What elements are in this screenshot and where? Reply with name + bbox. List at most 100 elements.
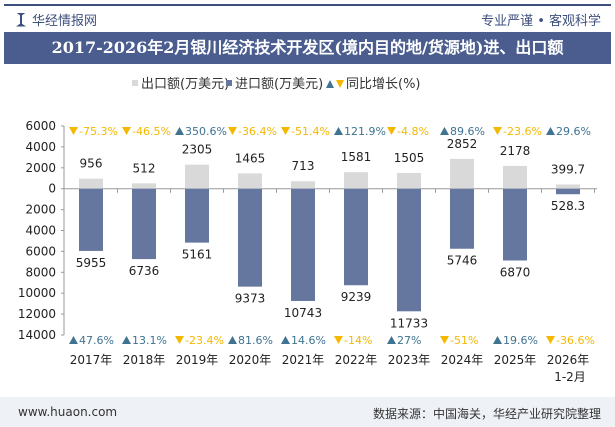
legend-up-triangle-icon <box>326 80 334 88</box>
website: www.huaon.com <box>18 405 118 419</box>
import-growth-label: -36.6% <box>556 334 595 347</box>
y-tick-label: 6000 <box>25 244 56 258</box>
import-growth-label: 47.6% <box>79 334 114 347</box>
top-line <box>4 4 611 6</box>
y-tick-label: 14000 <box>18 328 56 342</box>
import-value-label: 11733 <box>390 316 428 330</box>
logo-icon <box>16 12 26 27</box>
export-value-label: 1581 <box>341 150 372 164</box>
y-tick-label: 6000 <box>25 119 56 133</box>
export-bar <box>291 181 315 189</box>
export-value-label: 399.7 <box>551 163 585 177</box>
import-bar <box>238 188 262 287</box>
import-value-label: 10743 <box>284 306 322 320</box>
up-triangle-icon <box>493 336 502 344</box>
import-value-label: 6870 <box>500 265 531 279</box>
import-growth-label: 14.6% <box>291 334 326 347</box>
y-tick-label: 4000 <box>25 140 56 154</box>
export-value-label: 1505 <box>394 151 425 165</box>
down-triangle-icon <box>387 127 396 135</box>
up-triangle-icon <box>281 336 290 344</box>
export-growth-label: -23.6% <box>503 125 542 138</box>
export-value-label: 512 <box>133 161 156 175</box>
export-growth-label: -46.5% <box>132 125 171 138</box>
import-bar <box>185 188 209 243</box>
export-value-label: 2305 <box>182 143 213 157</box>
x-tick-label-sub: 1-2月 <box>554 370 586 384</box>
import-growth-label: -23.4% <box>185 334 224 347</box>
y-tick-label: 4000 <box>25 224 56 238</box>
x-tick-label: 2023年 <box>388 353 431 367</box>
x-tick-label: 2026年 <box>547 353 590 367</box>
x-tick-label: 2021年 <box>282 353 325 367</box>
export-bar <box>556 184 580 189</box>
down-triangle-icon <box>228 127 237 135</box>
export-bar <box>132 183 156 189</box>
down-triangle-icon <box>281 127 290 135</box>
import-bar <box>291 188 315 301</box>
down-triangle-icon <box>440 336 449 344</box>
export-growth-label: -36.4% <box>238 125 277 138</box>
export-growth-label: -51.4% <box>291 125 330 138</box>
import-bar <box>79 188 103 251</box>
chart-title: 2017-2026年2月银川经济技术开发区(境内目的地/货源地)进、出口额 <box>4 32 611 64</box>
export-growth-label: 121.9% <box>344 125 386 138</box>
export-growth-label: -75.3% <box>79 125 118 138</box>
import-value-label: 5955 <box>76 256 107 270</box>
y-tick-label: 2000 <box>25 203 56 217</box>
legend-swatch-export <box>132 80 138 86</box>
import-growth-label: 27% <box>397 334 421 347</box>
export-bar <box>344 172 368 189</box>
up-triangle-icon <box>175 127 184 135</box>
import-value-label: 9239 <box>341 290 372 304</box>
up-triangle-icon <box>69 336 78 344</box>
source-note: 数据来源：中国海关，华经产业研究院整理 <box>372 407 601 421</box>
x-tick-label: 2018年 <box>123 353 166 367</box>
import-value-label: 528.3 <box>551 199 585 213</box>
y-tick-label: 2000 <box>25 161 56 175</box>
down-triangle-icon <box>69 127 78 135</box>
x-tick-label: 2024年 <box>441 353 484 367</box>
x-tick-label: 2020年 <box>229 353 272 367</box>
down-triangle-icon <box>175 336 184 344</box>
x-tick-label: 2025年 <box>494 353 537 367</box>
export-growth-label: 350.6% <box>185 125 227 138</box>
import-value-label: 9373 <box>235 292 266 306</box>
import-bar <box>397 188 421 312</box>
down-triangle-icon <box>546 336 555 344</box>
import-bar <box>450 188 474 249</box>
export-bar <box>79 178 103 189</box>
up-triangle-icon <box>228 336 237 344</box>
up-triangle-icon <box>387 336 396 344</box>
import-bar <box>556 188 580 195</box>
import-bar <box>344 188 368 286</box>
x-tick-label: 2022年 <box>335 353 378 367</box>
export-growth-label: 29.6% <box>556 125 591 138</box>
export-value-label: 2852 <box>447 137 478 151</box>
import-bar <box>503 188 527 261</box>
legend-label-export: 出口额(万美元) <box>141 77 229 92</box>
y-tick-label: 0 <box>48 182 56 196</box>
up-triangle-icon <box>440 127 449 135</box>
legend-down-triangle-icon <box>336 80 344 88</box>
legend-label-growth: 同比增长(%) <box>346 77 421 92</box>
export-value-label: 1465 <box>235 151 266 165</box>
import-bar <box>132 188 156 260</box>
y-tick-label: 8000 <box>25 265 56 279</box>
down-triangle-icon <box>493 127 502 135</box>
brand-name: 华经情报网 <box>32 14 98 29</box>
up-triangle-icon <box>334 127 343 135</box>
import-growth-label: 13.1% <box>132 334 167 347</box>
up-triangle-icon <box>122 336 131 344</box>
export-growth-label: 89.6% <box>450 125 485 138</box>
export-value-label: 2178 <box>500 144 531 158</box>
y-tick-label: 10000 <box>18 286 56 300</box>
import-growth-label: 19.6% <box>503 334 538 347</box>
import-value-label: 5161 <box>182 248 213 262</box>
legend-label-import: 进口额(万美元) <box>235 77 323 92</box>
import-growth-label: -14% <box>344 334 372 347</box>
import-growth-label: 81.6% <box>238 334 273 347</box>
export-bar <box>238 173 262 189</box>
footer: www.huaon.com 数据来源：中国海关，华经产业研究院整理 <box>0 397 615 427</box>
